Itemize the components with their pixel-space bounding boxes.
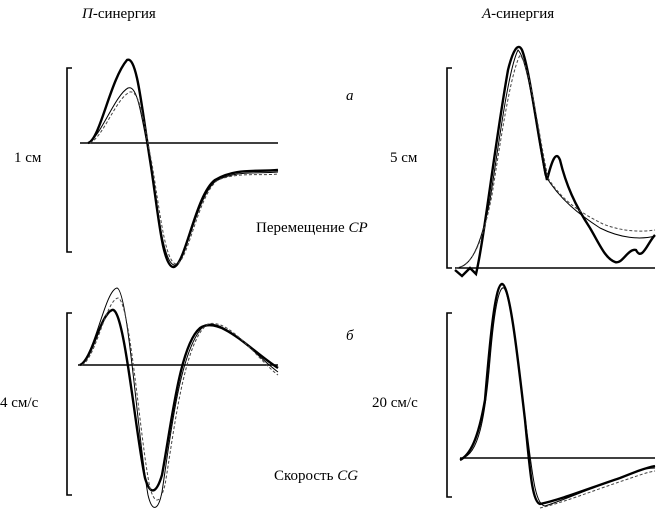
- text-part: А: [481, 6, 492, 22]
- curve: [539, 470, 656, 509]
- scale-label: 1 см: [14, 150, 42, 166]
- text-part: -синергия: [491, 6, 554, 22]
- curve: [79, 308, 279, 492]
- curve: [87, 87, 279, 266]
- text-part: -синергия: [93, 6, 156, 22]
- text-part: П: [81, 6, 94, 22]
- scale-bar: [66, 67, 72, 253]
- scale-bar: [446, 67, 452, 269]
- curve: [461, 287, 656, 507]
- scale-bar: [66, 312, 72, 496]
- curve: [455, 54, 656, 269]
- column-title: П-синергия: [81, 6, 156, 22]
- column-title: А-синергия: [481, 6, 554, 22]
- panel-letter: а: [346, 88, 354, 104]
- curve: [454, 45, 656, 278]
- text-part: CP: [348, 220, 367, 236]
- curve: [89, 91, 279, 265]
- scale-bar: [446, 312, 452, 498]
- panel-letter: б: [346, 328, 354, 344]
- text-part: CG: [337, 468, 358, 484]
- text-part: Перемещение: [256, 220, 345, 236]
- scale-label: 5 см: [390, 150, 418, 166]
- curve: [87, 58, 279, 269]
- row-label: Перемещение CP: [256, 220, 368, 236]
- row-label: Скорость CG: [274, 468, 358, 484]
- curve: [79, 287, 279, 508]
- text-part: Скорость: [274, 468, 334, 484]
- scale-label: 20 см/с: [372, 395, 418, 411]
- curve: [459, 282, 656, 506]
- scale-label: 4 см/с: [0, 395, 39, 411]
- curve: [81, 297, 279, 501]
